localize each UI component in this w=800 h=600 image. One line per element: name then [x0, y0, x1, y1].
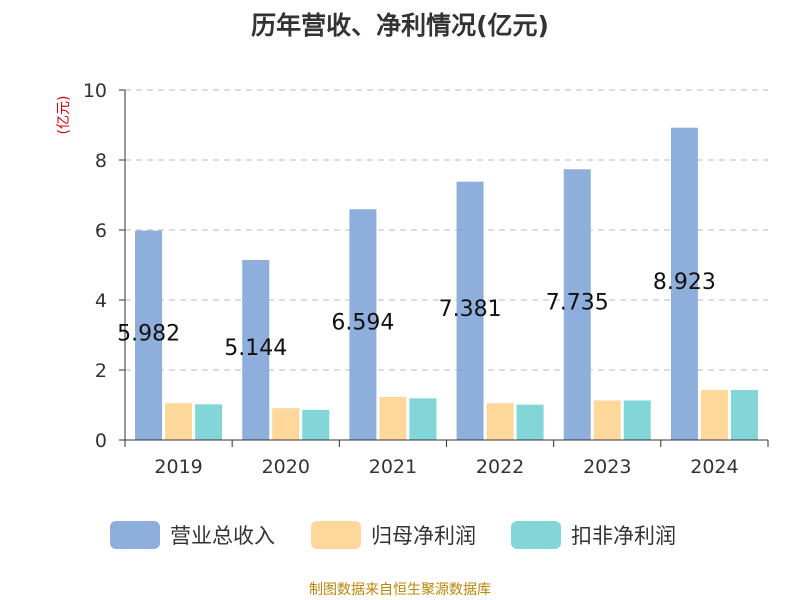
legend-label: 营业总收入: [170, 524, 275, 548]
y-tick-label: 0: [95, 430, 107, 452]
data-labels: 5.982 5.144 6.594 7.381 7.735 8.923: [117, 270, 716, 361]
bar: [456, 181, 484, 441]
bar-value-label: 5.982: [117, 321, 180, 346]
x-tick-label: 2024: [690, 456, 738, 478]
y-axis-unit-label: (亿元): [56, 96, 72, 135]
x-tick-label: 2023: [583, 456, 631, 478]
bar: [165, 403, 193, 440]
bars: [135, 127, 758, 441]
bar-value-label: 6.594: [331, 311, 394, 336]
source-footer: 制图数据来自恒生聚源数据库: [309, 582, 491, 598]
bar-value-label: 7.735: [546, 291, 609, 316]
bar: [409, 398, 437, 440]
bar-value-label: 5.144: [224, 336, 287, 361]
x-tick-label: 2022: [476, 456, 524, 478]
legend-label: 归母净利润: [371, 524, 476, 548]
bar: [486, 403, 514, 440]
bar: [700, 389, 728, 440]
bar: [730, 389, 758, 440]
legend-swatch: [110, 521, 160, 549]
bar: [593, 400, 621, 440]
bar: [195, 404, 223, 440]
x-tick-label: 2021: [369, 456, 417, 478]
bar: [242, 259, 270, 440]
legend-label: 扣非净利润: [571, 524, 676, 548]
y-tick-label: 2: [95, 360, 107, 382]
legend-swatch: [511, 521, 561, 549]
x-tick-label: 2019: [154, 456, 202, 478]
bar: [349, 209, 377, 440]
bar-value-label: 8.923: [653, 270, 716, 295]
x-tick-label: 2020: [262, 456, 310, 478]
gridlines: [125, 89, 768, 371]
legend-swatch: [311, 521, 361, 549]
bar: [670, 127, 698, 440]
bar: [135, 230, 163, 440]
y-tick-label: 10: [83, 80, 107, 102]
bar: [623, 400, 651, 440]
bar: [272, 408, 300, 440]
y-tick-label: 4: [95, 290, 107, 312]
bar: [302, 409, 330, 440]
chart-title: 历年营收、净利情况(亿元): [251, 11, 549, 40]
bar: [379, 396, 407, 440]
y-tick-label: 8: [95, 150, 107, 172]
bar: [516, 404, 544, 440]
axes: 0 2 4 6 8 10 2019 2020 2021 2022 2023 2024: [83, 80, 769, 478]
legend: 营业总收入 归母净利润 扣非净利润: [110, 521, 676, 549]
y-tick-label: 6: [95, 220, 107, 242]
bar: [563, 169, 591, 440]
bar-value-label: 7.381: [439, 297, 502, 322]
